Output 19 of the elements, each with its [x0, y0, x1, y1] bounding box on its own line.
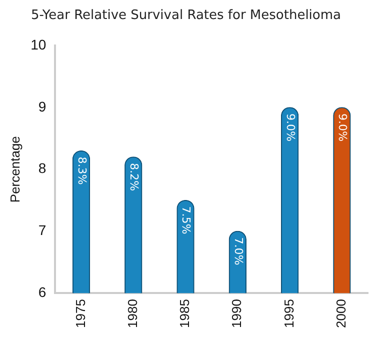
x-tick-label: 1980 — [124, 299, 140, 328]
y-tick-label: 6 — [38, 284, 46, 300]
x-tick-label: 1995 — [281, 299, 296, 328]
y-tick-label: 10 — [30, 36, 46, 52]
y-axis-title: Percentage — [7, 136, 22, 203]
x-tick-label: 2000 — [334, 299, 349, 328]
data-label: 9.0% — [284, 113, 297, 142]
chart-title: 5-Year Relative Survival Rates for Mesothelioma — [31, 8, 341, 24]
x-tick-label: 1975 — [72, 299, 88, 328]
data-label: 8.2% — [128, 162, 141, 191]
data-label: 7.5% — [180, 206, 193, 234]
x-tick-label: 1985 — [177, 299, 192, 328]
y-tick-label: 7 — [38, 222, 46, 238]
y-tick-label: 9 — [38, 98, 46, 114]
x-tick-label: 1990 — [229, 299, 244, 328]
data-label: 8.3% — [75, 156, 88, 185]
data-label: 7.0% — [232, 237, 245, 266]
data-label: 9.0% — [336, 113, 350, 142]
y-tick-label: 8 — [38, 160, 46, 176]
